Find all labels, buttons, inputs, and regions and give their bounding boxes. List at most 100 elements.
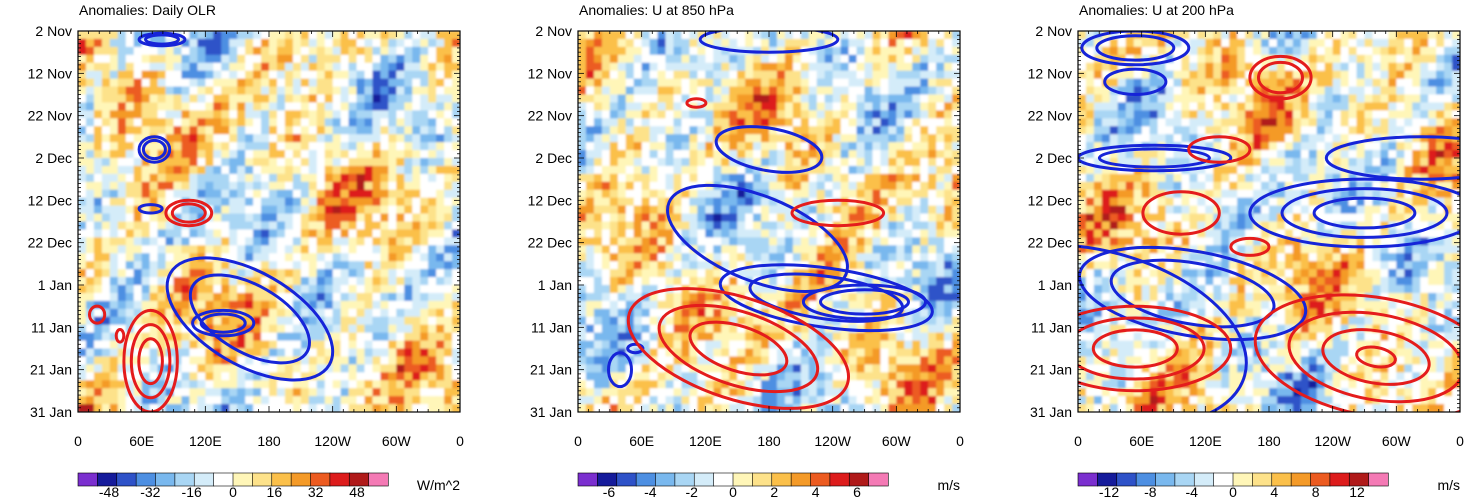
- olr-cell: [173, 245, 183, 254]
- u850-cell: [649, 86, 659, 96]
- u850-cell: [578, 197, 587, 207]
- u850-cell: [593, 308, 603, 318]
- olr-cell: [340, 396, 350, 405]
- u850-cell: [713, 70, 722, 80]
- u850-cell: [880, 237, 889, 246]
- olr-cell: [396, 396, 405, 405]
- olr-cell: [388, 269, 397, 278]
- u850-cell: [761, 86, 770, 96]
- u850-cell: [593, 269, 603, 278]
- olr-cell: [332, 62, 342, 72]
- olr-cell: [324, 300, 334, 310]
- olr-cell: [396, 46, 405, 56]
- u850-cell: [681, 118, 691, 127]
- u850-cell: [657, 285, 667, 294]
- u850-cell: [729, 134, 738, 143]
- u850-cell: [840, 197, 850, 207]
- olr-cell: [221, 197, 230, 207]
- olr-cell: [78, 253, 87, 262]
- u850-cell: [578, 173, 587, 183]
- olr-cell: [412, 316, 421, 326]
- u850-cell: [816, 189, 826, 199]
- u850-cell: [840, 54, 850, 64]
- olr-cell: [141, 292, 151, 302]
- u850-cell: [776, 31, 786, 40]
- olr-cell: [221, 316, 230, 326]
- u850-cell: [936, 38, 945, 48]
- u850-cell: [633, 134, 643, 143]
- olr-cell: [173, 316, 183, 326]
- u850-cell: [729, 54, 738, 64]
- olr-cell: [181, 197, 191, 207]
- u850-cell: [784, 364, 794, 373]
- olr-cell: [324, 285, 334, 294]
- olr-cell: [412, 31, 421, 40]
- olr-cell: [276, 102, 286, 111]
- u850-cell: [729, 126, 738, 135]
- u850-cell: [737, 380, 746, 389]
- olr-cell: [452, 364, 460, 373]
- u850-cell: [824, 118, 834, 127]
- olr-cell: [324, 221, 334, 231]
- u850-cell: [776, 300, 786, 310]
- olr-cell: [109, 308, 119, 318]
- olr-cell: [269, 110, 278, 119]
- u850-cell: [665, 237, 675, 246]
- u850-cell: [952, 253, 960, 262]
- olr-cell: [404, 70, 413, 80]
- u850-cell: [593, 197, 603, 207]
- u850-cell: [808, 213, 818, 223]
- u850-cell: [745, 181, 754, 191]
- olr-cell: [388, 324, 397, 334]
- u850-cell: [633, 78, 643, 88]
- olr-cell: [332, 86, 342, 96]
- olr-cell: [324, 31, 334, 40]
- u850-cell: [665, 292, 675, 302]
- u850-cell: [593, 205, 603, 215]
- olr-cell: [364, 189, 374, 199]
- olr-cell: [253, 165, 262, 175]
- olr-cell: [396, 277, 405, 286]
- olr-cell: [149, 404, 159, 412]
- olr-cell: [324, 388, 334, 397]
- olr-cell: [245, 158, 254, 167]
- olr-cell: [237, 31, 246, 40]
- u850-cell: [673, 380, 683, 389]
- olr-cell: [213, 54, 222, 64]
- u850-cell: [713, 150, 722, 159]
- u850-cell: [880, 86, 889, 96]
- u850-cell: [856, 102, 866, 111]
- olr-cell: [380, 229, 389, 238]
- olr-cell: [300, 332, 310, 342]
- olr-cell: [101, 78, 111, 88]
- u850-cell: [952, 126, 960, 135]
- olr-cell: [380, 78, 389, 88]
- olr-cell: [173, 62, 183, 72]
- olr-cell: [340, 181, 350, 191]
- u850-cell: [856, 380, 866, 389]
- u850-cell: [896, 348, 905, 358]
- olr-cell: [213, 388, 222, 397]
- olr-cell: [348, 197, 358, 207]
- olr-cell: [197, 189, 206, 199]
- u850-cell: [920, 181, 929, 191]
- olr-cell: [436, 372, 445, 381]
- olr-cell: [436, 94, 445, 104]
- u850-cell: [928, 356, 937, 365]
- u850-cell: [792, 372, 802, 381]
- olr-cell: [221, 181, 230, 191]
- u850-cell: [689, 158, 698, 167]
- u850-cell: [721, 237, 730, 246]
- olr-cell: [300, 340, 310, 350]
- u850-cell: [601, 150, 611, 159]
- olr-cell: [412, 300, 421, 310]
- olr-cell: [324, 229, 334, 238]
- olr-cell: [221, 118, 230, 127]
- olr-cell: [316, 197, 326, 207]
- olr-cell: [324, 134, 334, 143]
- u850-cell: [665, 205, 675, 215]
- olr-cell: [300, 165, 310, 175]
- olr-cell: [420, 340, 429, 350]
- olr-cell: [308, 292, 318, 302]
- u850-cell: [633, 173, 643, 183]
